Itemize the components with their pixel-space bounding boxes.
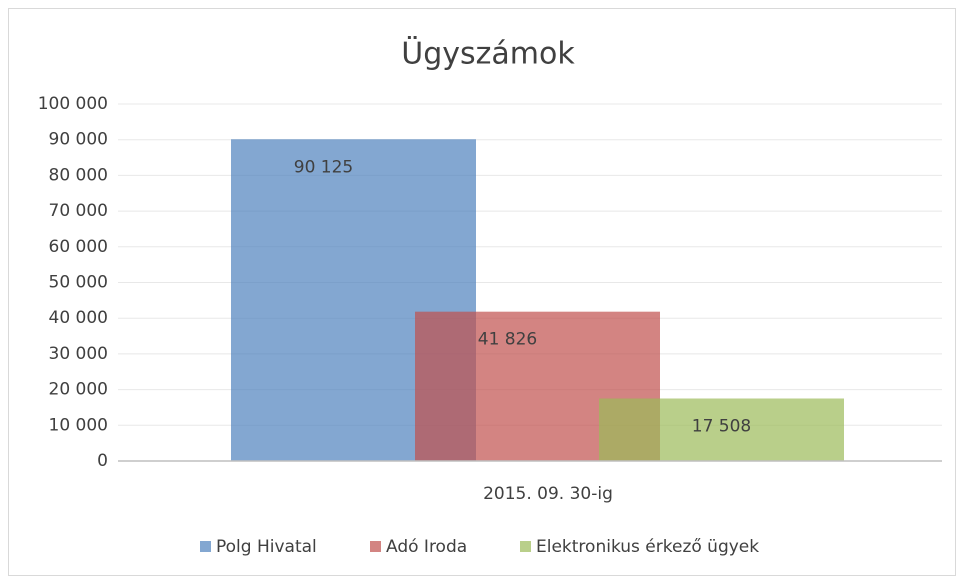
legend-label: Polg Hivatal <box>216 537 317 557</box>
y-tick-label: 10 000 <box>49 415 108 435</box>
data-label: 41 826 <box>478 330 537 350</box>
bar <box>599 398 844 461</box>
x-tick-label: 2015. 09. 30-ig <box>483 484 613 504</box>
y-tick-label: 30 000 <box>49 344 108 364</box>
legend-swatch <box>370 541 381 552</box>
legend-swatch <box>520 541 531 552</box>
y-tick-label: 0 <box>97 451 108 471</box>
legend-swatch <box>200 541 211 552</box>
y-tick-label: 70 000 <box>49 201 108 221</box>
y-tick-label: 80 000 <box>49 165 108 185</box>
y-tick-label: 50 000 <box>49 273 108 293</box>
data-label: 17 508 <box>692 416 751 436</box>
y-tick-label: 20 000 <box>49 380 108 400</box>
y-tick-label: 90 000 <box>49 130 108 150</box>
legend-label: Adó Iroda <box>386 537 467 557</box>
y-tick-label: 100 000 <box>38 94 108 114</box>
legend-label: Elektronikus érkező ügyek <box>536 537 759 557</box>
y-tick-label: 60 000 <box>49 237 108 257</box>
chart-border <box>8 8 956 576</box>
y-tick-label: 40 000 <box>49 308 108 328</box>
data-label: 90 125 <box>294 157 353 177</box>
chart-title: Ügyszámok <box>401 36 575 72</box>
